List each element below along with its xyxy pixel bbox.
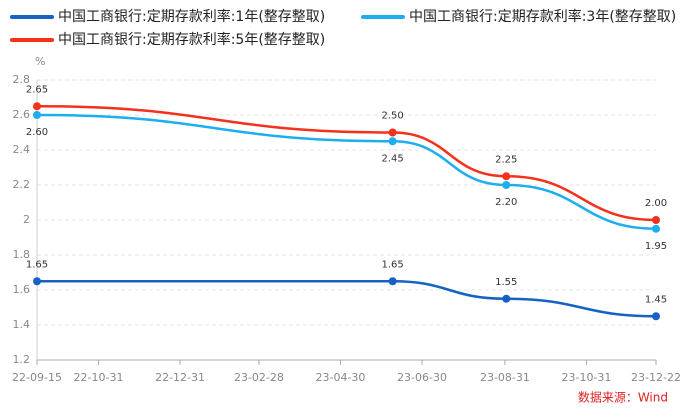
value-label: 1.55 bbox=[495, 277, 517, 288]
x-tick-label: 23-10-31 bbox=[562, 371, 612, 384]
value-label: 2.60 bbox=[26, 127, 48, 138]
series-line bbox=[36, 113, 657, 230]
data-point bbox=[502, 181, 511, 189]
value-label: 1.65 bbox=[26, 259, 48, 270]
x-tick-label: 22-12-31 bbox=[155, 371, 205, 384]
source-note: 数据来源：Wind bbox=[578, 390, 668, 405]
y-tick-label: 1.8 bbox=[13, 248, 31, 261]
data-point bbox=[388, 128, 397, 137]
data-point bbox=[388, 277, 397, 286]
x-tick-label: 23-08-31 bbox=[480, 371, 530, 384]
data-point bbox=[33, 277, 41, 286]
value-label: 2.20 bbox=[495, 197, 517, 208]
series-line bbox=[37, 279, 657, 318]
value-label: 2.45 bbox=[381, 153, 403, 164]
value-label: 2.00 bbox=[645, 198, 667, 209]
data-point bbox=[33, 102, 41, 111]
data-point bbox=[33, 111, 41, 119]
data-point bbox=[502, 172, 511, 181]
legend-label: 中国工商银行:定期存款利率:5年(整存整取) bbox=[58, 31, 325, 48]
value-label: 1.45 bbox=[645, 294, 667, 305]
x-tick-label: 23-06-30 bbox=[397, 371, 447, 384]
y-tick-label: 2.4 bbox=[13, 143, 31, 156]
value-label: 1.95 bbox=[645, 241, 667, 252]
data-point bbox=[502, 294, 511, 303]
y-tick-label: 2.8 bbox=[13, 73, 31, 86]
value-label: 1.65 bbox=[381, 259, 403, 270]
x-tick-label: 23-02-28 bbox=[234, 371, 284, 384]
y-tick-label: 2 bbox=[23, 213, 30, 226]
y-unit: % bbox=[35, 55, 45, 68]
data-point bbox=[652, 216, 660, 224]
y-tick-label: 2.2 bbox=[13, 178, 31, 191]
series-line bbox=[36, 105, 657, 222]
legend-label: 中国工商银行:定期存款利率:1年(整存整取) bbox=[58, 8, 325, 25]
value-label: 2.65 bbox=[26, 84, 48, 95]
x-tick-label: 22-09-15 bbox=[12, 371, 62, 384]
data-point bbox=[388, 137, 397, 146]
y-tick-label: 2.6 bbox=[13, 108, 31, 121]
x-tick-label: 23-04-30 bbox=[316, 371, 366, 384]
y-tick-label: 1.4 bbox=[13, 318, 31, 331]
data-point bbox=[652, 312, 660, 321]
legend-label: 中国工商银行:定期存款利率:3年(整存整取) bbox=[409, 8, 676, 25]
data-point bbox=[652, 224, 660, 233]
value-label: 2.25 bbox=[495, 154, 517, 165]
y-tick-label: 1.6 bbox=[13, 283, 31, 296]
x-tick-label: 22-10-31 bbox=[74, 371, 124, 384]
value-label: 2.50 bbox=[381, 111, 403, 122]
y-tick-label: 1.2 bbox=[13, 353, 31, 366]
x-tick-label: 23-12-22 bbox=[631, 371, 681, 384]
